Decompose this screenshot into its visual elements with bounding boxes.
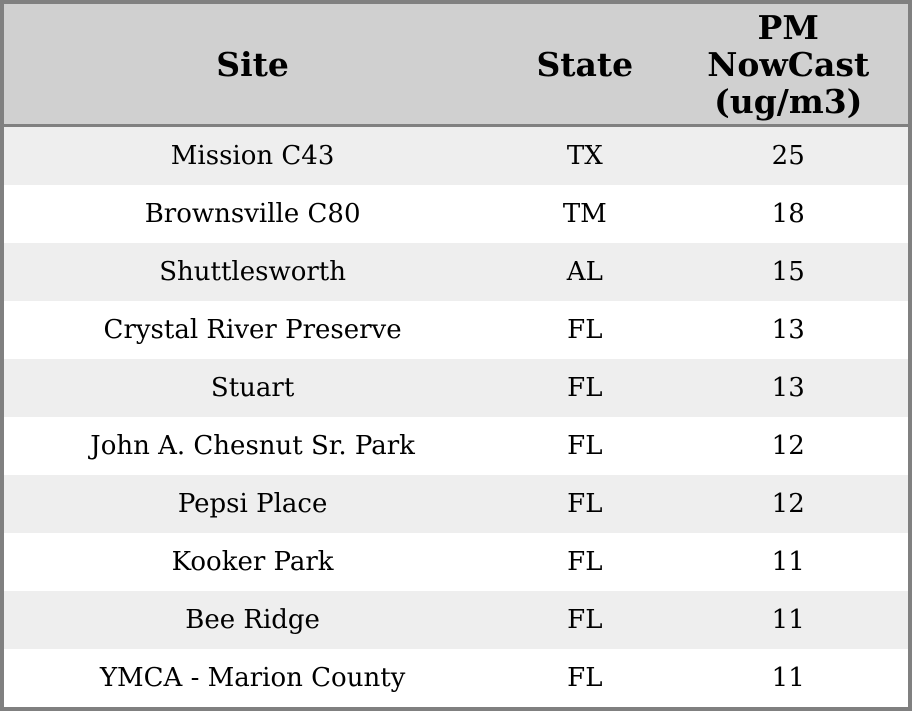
site-cell: Pepsi Place [177,489,328,519]
state-cell: FL [567,605,603,635]
state-cell: TX [566,141,603,171]
pm-nowcast-cell: 13 [771,315,805,345]
state-cell: FL [567,373,603,403]
table-body: Mission C43 TX 25 Brownsville C80 TM 18 Shuttl… [4,127,908,707]
state-cell: FL [567,547,603,577]
site-cell: Shuttlesworth [159,257,346,287]
pm-nowcast-table: Site State PM NowCast (ug/m3) Mission C4… [4,4,908,707]
table-row: Brownsville C80 TM 18 [4,185,908,243]
table-header: Site State PM NowCast (ug/m3) [4,4,908,127]
table-row: Shuttlesworth AL 15 [4,243,908,301]
table-row: John A. Chesnut Sr. Park FL 12 [4,417,908,475]
header-row: Site State PM NowCast (ug/m3) [4,4,908,127]
site-cell: John A. Chesnut Sr. Park [90,431,415,461]
site-cell: Crystal River Preserve [103,315,402,345]
pm-nowcast-cell: 11 [771,663,805,693]
pm-nowcast-cell: 11 [771,605,805,635]
state-cell: FL [567,315,603,345]
site-cell: Kooker Park [171,547,334,577]
pm-nowcast-cell: 18 [771,199,805,229]
site-cell: YMCA - Marion County [99,663,406,693]
site-cell: Stuart [210,373,295,403]
site-cell: Bee Ridge [185,605,320,635]
pm-nowcast-cell: 25 [771,141,805,171]
table-row: Crystal River Preserve FL 13 [4,301,908,359]
state-cell: TM [562,199,607,229]
state-cell: AL [566,257,603,287]
state-cell: FL [567,663,603,693]
pm-nowcast-cell: 11 [771,547,805,577]
site-cell: Mission C43 [170,141,335,171]
column-header-state: State [501,4,669,127]
column-header-site: Site [4,4,502,127]
pm-nowcast-cell: 12 [771,431,805,461]
table-row: Bee Ridge FL 11 [4,591,908,649]
table-row: Kooker Park FL 11 [4,533,908,591]
state-cell: FL [567,489,603,519]
column-header-pm-nowcast: PM NowCast (ug/m3) [668,4,908,127]
pm-nowcast-cell: 13 [771,373,805,403]
table-row: Stuart FL 13 [4,359,908,417]
pm-nowcast-cell: 15 [771,257,805,287]
table-row: Mission C43 TX 25 [4,127,908,185]
table-row: Pepsi Place FL 12 [4,475,908,533]
site-cell: Brownsville C80 [144,199,361,229]
state-cell: FL [567,431,603,461]
table-row: YMCA - Marion County FL 11 [4,649,908,707]
pm-nowcast-cell: 12 [771,489,805,519]
